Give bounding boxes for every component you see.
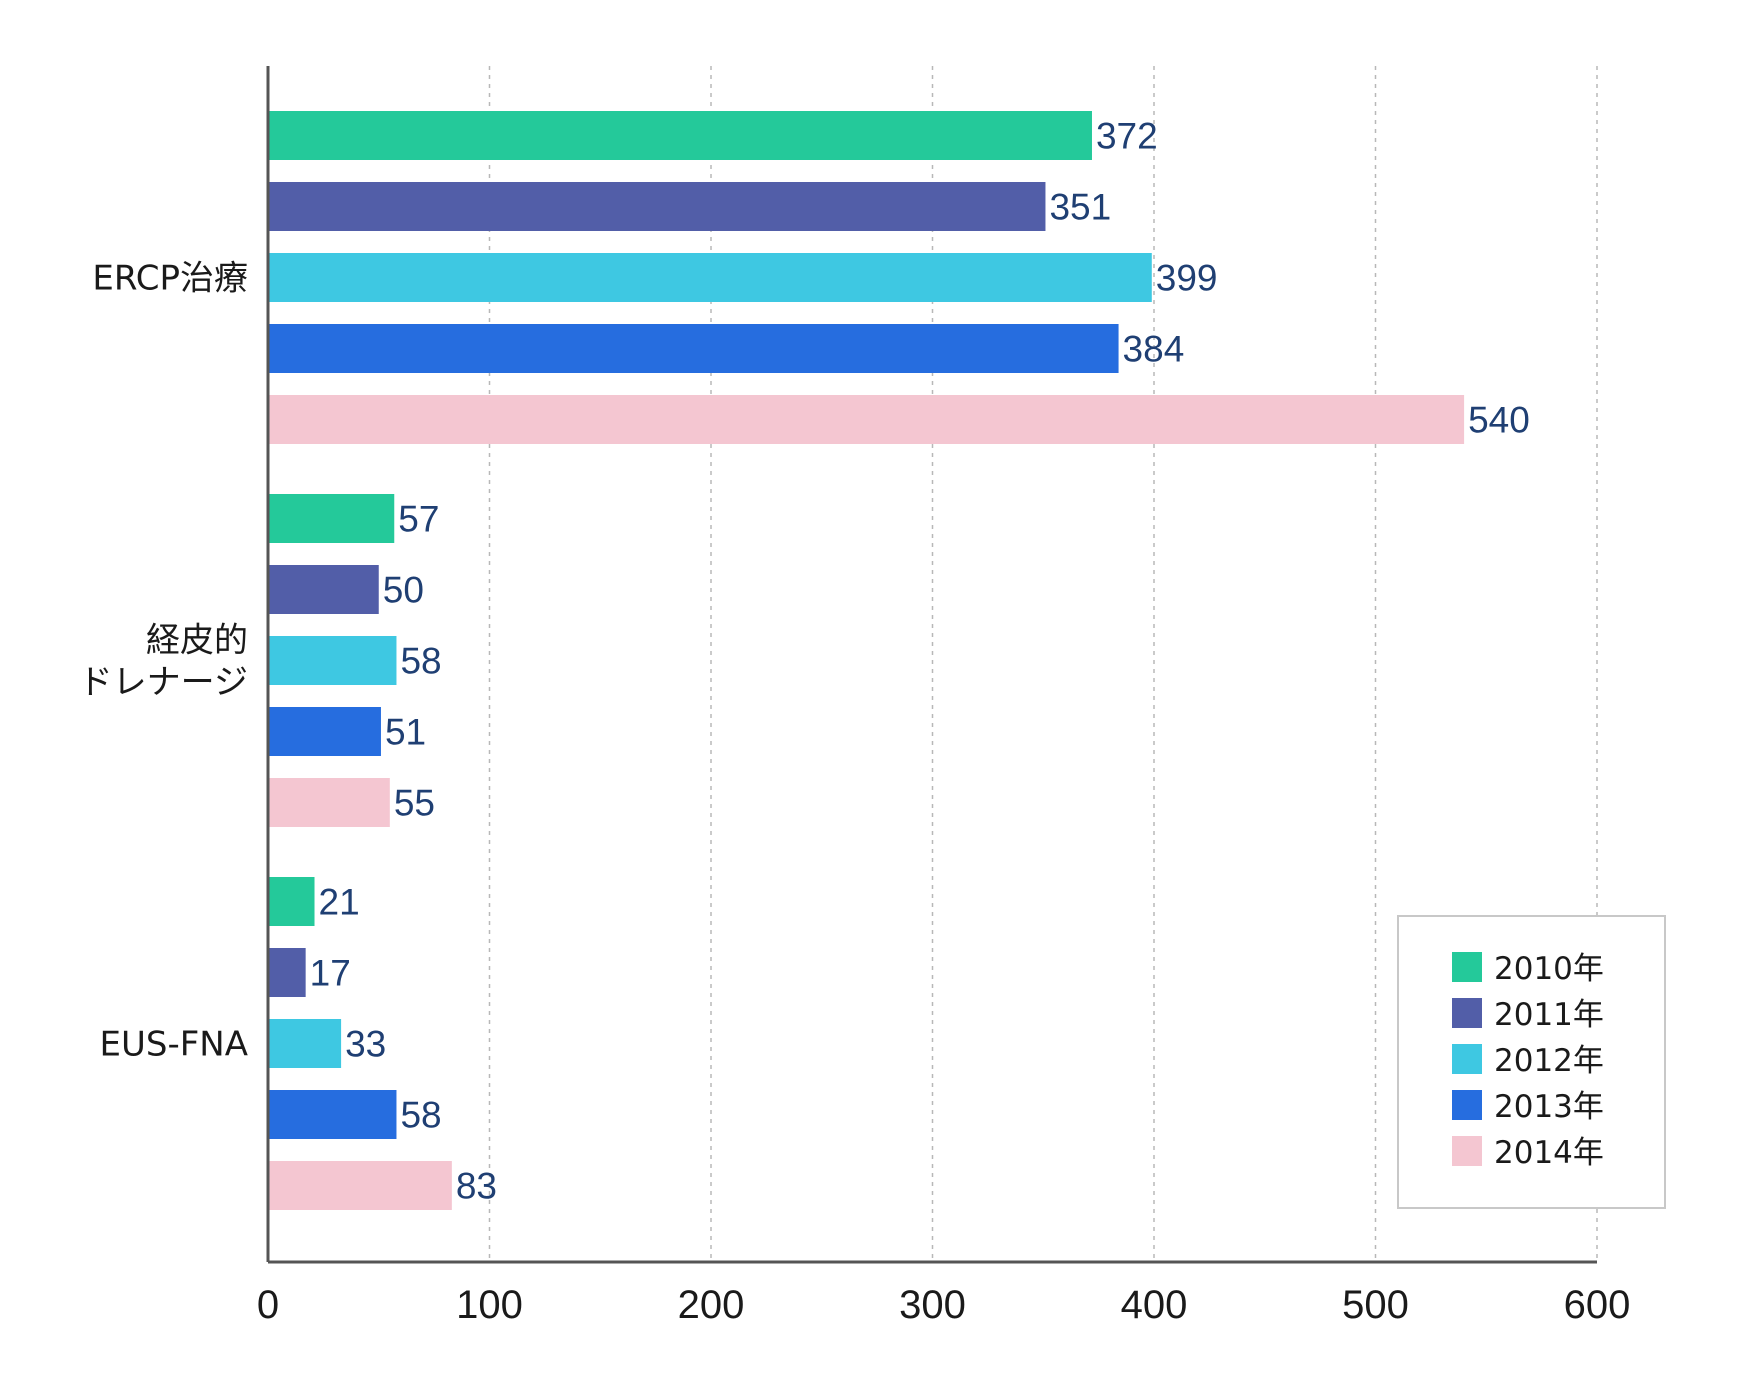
legend-label: 2013年 bbox=[1494, 1089, 1604, 1125]
data-label: 50 bbox=[383, 570, 424, 611]
x-tick-label: 500 bbox=[1342, 1283, 1409, 1327]
data-label: 351 bbox=[1049, 187, 1111, 228]
legend-swatch bbox=[1452, 1090, 1482, 1120]
legend: 2010年 2011年 2012年 2013年 2014年 bbox=[1397, 915, 1666, 1209]
legend-label: 2010年 bbox=[1494, 951, 1604, 987]
legend-swatch bbox=[1452, 1044, 1482, 1074]
legend-swatch bbox=[1452, 952, 1482, 982]
bar-2012年-2 bbox=[268, 1019, 342, 1068]
data-label: 17 bbox=[310, 953, 351, 994]
data-label: 540 bbox=[1468, 400, 1530, 441]
bar-2014年-0 bbox=[268, 395, 1465, 444]
data-label: 58 bbox=[400, 641, 441, 682]
legend-box bbox=[1397, 915, 1666, 1209]
x-tick-label: 300 bbox=[899, 1283, 966, 1327]
legend-label: 2014年 bbox=[1494, 1135, 1604, 1171]
bar-2013年-1 bbox=[268, 707, 381, 756]
data-label: 33 bbox=[345, 1024, 386, 1065]
bar-2010年-2 bbox=[268, 877, 315, 926]
data-label: 55 bbox=[394, 783, 435, 824]
bar-2011年-2 bbox=[268, 948, 306, 997]
bar-2014年-2 bbox=[268, 1161, 452, 1210]
x-tick-label: 200 bbox=[678, 1283, 745, 1327]
data-label: 57 bbox=[398, 499, 439, 540]
bar-2013年-0 bbox=[268, 324, 1119, 373]
category-label: 経皮的 bbox=[146, 621, 248, 661]
category-label: EUS-FNA bbox=[100, 1025, 248, 1065]
data-label: 58 bbox=[400, 1095, 441, 1136]
bar-2011年-0 bbox=[268, 182, 1046, 231]
bar-2014年-1 bbox=[268, 778, 390, 827]
x-tick-label: 100 bbox=[456, 1283, 523, 1327]
bar-2013年-2 bbox=[268, 1090, 397, 1139]
data-label: 372 bbox=[1096, 116, 1158, 157]
legend-label: 2012年 bbox=[1494, 1043, 1604, 1079]
data-label: 399 bbox=[1156, 258, 1218, 299]
bar-2010年-1 bbox=[268, 494, 395, 543]
bar-2012年-0 bbox=[268, 253, 1152, 302]
x-tick-label: 400 bbox=[1121, 1283, 1188, 1327]
legend-label: 2011年 bbox=[1494, 997, 1604, 1033]
legend-swatch bbox=[1452, 1136, 1482, 1166]
x-tick-label: 0 bbox=[257, 1283, 279, 1327]
x-tick-labels: 0 100 200 300 400 500 600 bbox=[257, 1283, 1631, 1327]
bars: 372 57 21 351 50 17 399 58 33 384 51 58 540 55 83 bbox=[268, 111, 1530, 1210]
bar-2012年-1 bbox=[268, 636, 397, 685]
data-label: 51 bbox=[385, 712, 426, 753]
data-label: 83 bbox=[456, 1166, 497, 1207]
category-label: ドレナージ bbox=[79, 663, 248, 703]
bar-2011年-1 bbox=[268, 565, 379, 614]
bar-2010年-0 bbox=[268, 111, 1092, 160]
axes bbox=[266, 66, 1597, 1264]
category-label: ERCP治療 bbox=[92, 259, 248, 299]
legend-swatch bbox=[1452, 998, 1482, 1028]
data-label: 384 bbox=[1123, 329, 1185, 370]
x-tick-label: 600 bbox=[1564, 1283, 1631, 1327]
data-label: 21 bbox=[319, 882, 360, 923]
